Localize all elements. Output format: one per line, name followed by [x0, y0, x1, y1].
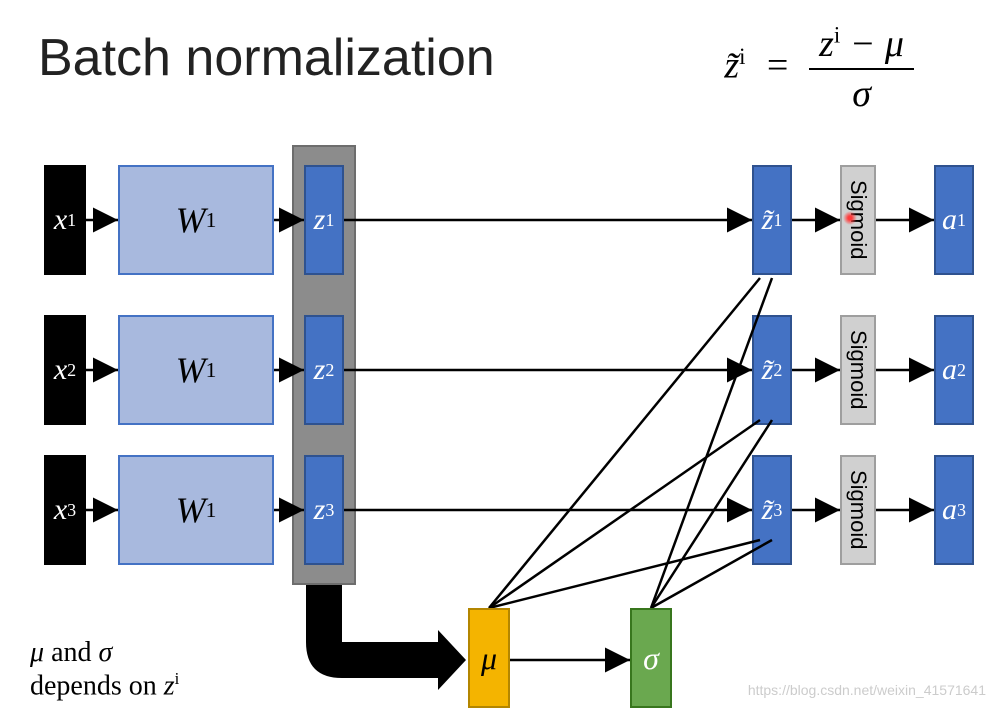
sigma-node: σ: [630, 608, 672, 708]
preact-z3: z3: [304, 455, 344, 565]
input-x3: x3: [44, 455, 86, 565]
preact-z2: z2: [304, 315, 344, 425]
sigmoid-block3: Sigmoid: [840, 455, 876, 565]
formula-lhs-base: z̃: [724, 45, 739, 87]
formula-lhs-sup: i: [739, 44, 745, 69]
mu-node: μ: [468, 608, 510, 708]
weight-W1-row1: W1: [118, 165, 274, 275]
formula-eq: =: [764, 45, 790, 87]
input-x1: x1: [44, 165, 86, 275]
slide-title: Batch normalization: [38, 28, 495, 88]
normalized-ztilde2: z̃2: [752, 315, 792, 425]
bn-formula: z̃i = zi − μ σ: [724, 22, 914, 116]
formula-fraction: zi − μ σ: [809, 22, 914, 116]
laser-pointer-icon: [843, 211, 857, 225]
preact-z1: z1: [304, 165, 344, 275]
activation-a1: a1: [934, 165, 974, 275]
normalized-ztilde1: z̃1: [752, 165, 792, 275]
formula-denominator: σ: [809, 70, 914, 116]
normalized-ztilde3: z̃3: [752, 455, 792, 565]
slide: Batch normalization z̃i = zi − μ σ x1 W1 z…: [0, 0, 994, 708]
input-x2: x2: [44, 315, 86, 425]
formula-numerator: zi − μ: [809, 22, 914, 70]
watermark-text: https://blog.csdn.net/weixin_41571641: [748, 682, 986, 698]
activation-a3: a3: [934, 455, 974, 565]
dependency-note: μ and σ depends on zi: [30, 637, 179, 702]
activation-a2: a2: [934, 315, 974, 425]
weight-W1-row2: W1: [118, 315, 274, 425]
weight-W1-row3: W1: [118, 455, 274, 565]
sigmoid-block2: Sigmoid: [840, 315, 876, 425]
